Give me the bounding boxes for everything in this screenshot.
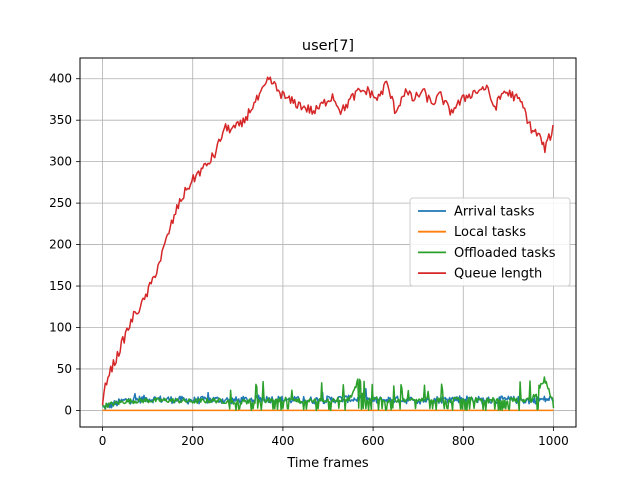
x-tick-label: 200	[181, 434, 204, 448]
chart-title: user[7]	[302, 38, 354, 54]
y-tick-label: 250	[49, 196, 72, 210]
y-tick-label: 50	[57, 362, 72, 376]
x-tick-label: 0	[99, 434, 107, 448]
x-tick-label: 600	[362, 434, 385, 448]
y-tick-label: 350	[49, 113, 72, 127]
ticks: 0 200 400 600 800 1000 0 50 100 150 200 250 300 350 40…	[49, 72, 569, 448]
legend-box	[409, 197, 571, 287]
legend-label: Local tasks	[454, 225, 526, 240]
x-tick-label: 800	[452, 434, 475, 448]
legend-label: Arrival tasks	[454, 205, 535, 220]
series-layer	[101, 76, 555, 412]
x-tick-label: 400	[271, 434, 294, 448]
x-axis-label: Time frames	[286, 456, 368, 471]
y-tick-label: 100	[49, 320, 72, 334]
series-line-queue-length	[101, 76, 554, 406]
legend-label: Queue length	[454, 267, 542, 282]
series-line-offloaded-tasks	[101, 376, 555, 412]
legend: Arrival tasks Local tasks Offloaded tasks Q…	[409, 197, 571, 287]
plot-frame	[79, 57, 577, 428]
y-tick-label: 300	[49, 155, 72, 169]
y-tick-label: 200	[49, 238, 72, 252]
y-tick-label: 0	[64, 403, 72, 417]
x-tick-label: 1000	[538, 434, 569, 448]
y-tick-label: 150	[49, 279, 72, 293]
y-tick-label: 400	[49, 72, 72, 86]
legend-label: Offloaded tasks	[454, 246, 556, 261]
